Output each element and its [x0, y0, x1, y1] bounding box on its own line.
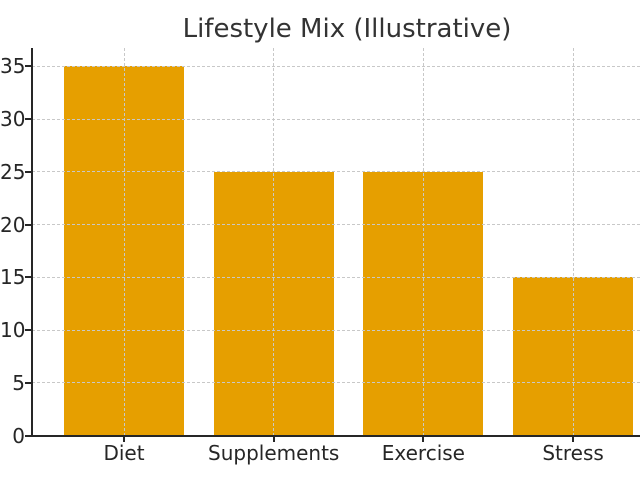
y-axis-tick-label-25: 25 — [0, 159, 26, 184]
gridline-v-stress — [572, 48, 574, 436]
gridline-h-35 — [32, 65, 640, 67]
x-axis-tick-label-exercise: Exercise — [381, 440, 465, 465]
gridline-h-30 — [32, 118, 640, 120]
y-tick-mark-0 — [25, 434, 31, 437]
gridline-h-5 — [32, 382, 640, 384]
y-axis-tick-label-20: 20 — [0, 212, 26, 237]
y-tick-mark-25 — [25, 170, 31, 173]
y-axis-tick-label-30: 30 — [0, 107, 26, 132]
chart-title: Lifestyle Mix (Illustrative) — [182, 14, 512, 44]
x-tick-mark-exercise — [422, 437, 425, 442]
x-axis-spine — [31, 435, 640, 437]
x-axis-tick-label-supplements: Supplements — [208, 440, 340, 465]
gridline-v-diet — [123, 48, 125, 436]
gridline-h-10 — [32, 329, 640, 331]
y-tick-mark-20 — [25, 223, 31, 226]
y-axis-tick-label-5: 5 — [12, 370, 25, 395]
gridline-h-25 — [32, 171, 640, 173]
x-axis-tick-label-diet: Diet — [103, 440, 145, 465]
x-tick-mark-diet — [123, 437, 125, 442]
y-axis-spine — [31, 48, 33, 437]
y-axis-tick-label-10: 10 — [0, 318, 26, 343]
gridline-h-15 — [32, 276, 640, 278]
y-tick-mark-15 — [25, 276, 31, 279]
x-tick-mark-stress — [572, 437, 575, 442]
x-axis-tick-label-stress: Stress — [542, 440, 604, 465]
gridline-h-20 — [32, 224, 640, 226]
y-tick-mark-10 — [25, 329, 31, 332]
y-tick-mark-30 — [25, 118, 31, 121]
x-tick-mark-supplements — [272, 437, 275, 442]
gridline-v-supplements — [273, 48, 275, 436]
y-tick-mark-5 — [25, 381, 31, 384]
y-axis-tick-label-0: 0 — [12, 423, 25, 448]
y-axis-tick-label-35: 35 — [0, 54, 26, 79]
y-axis-tick-label-15: 15 — [0, 265, 26, 290]
y-tick-mark-35 — [25, 65, 31, 68]
gridline-v-exercise — [422, 48, 424, 436]
